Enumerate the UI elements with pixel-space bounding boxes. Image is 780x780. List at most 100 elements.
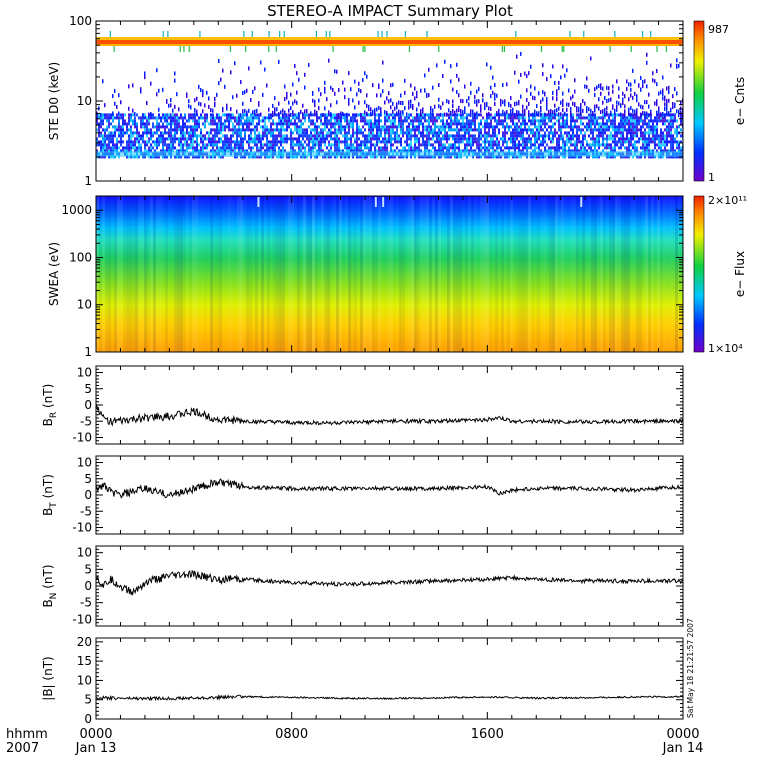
- ste-count-cell: [488, 125, 490, 129]
- ste-count-cell: [276, 125, 278, 129]
- ste-count-cell: [112, 131, 114, 135]
- ste-count-cell: [524, 71, 526, 76]
- ste-count-cell: [674, 87, 676, 92]
- swea-time-column: [309, 196, 312, 352]
- ste-count-cell: [530, 146, 532, 150]
- ste-count-cell: [650, 119, 652, 123]
- ste-count-cell: [168, 143, 170, 147]
- ste-count-cell: [226, 125, 228, 129]
- ste-count-cell: [512, 113, 514, 117]
- ste-count-cell: [518, 110, 520, 115]
- ste-count-cell: [630, 134, 632, 138]
- ste-count-cell: [214, 131, 216, 135]
- ste-count-cell: [648, 104, 650, 109]
- ste-count-cell: [132, 146, 134, 150]
- ste-count-cell: [620, 119, 622, 123]
- ste-count-cell: [292, 131, 294, 135]
- ste-count-cell: [582, 128, 584, 132]
- ste-count-cell: [484, 102, 486, 107]
- ste-count-cell: [122, 128, 124, 132]
- swea-time-column: [96, 196, 99, 352]
- ste-count-cell: [534, 116, 536, 120]
- ste-count-cell: [366, 140, 368, 144]
- ste-count-cell: [530, 119, 532, 123]
- ste-count-cell: [174, 113, 176, 117]
- ste-count-cell: [668, 90, 670, 95]
- ste-count-cell: [182, 146, 184, 150]
- ste-count-cell: [456, 89, 458, 94]
- ste-count-cell: [398, 125, 400, 129]
- ste-count-cell: [386, 143, 388, 147]
- ste-count-cell: [654, 79, 656, 84]
- ste-count-cell: [642, 84, 644, 89]
- ste-count-cell: [246, 140, 248, 144]
- ste-count-cell: [478, 87, 480, 92]
- ste-count-cell: [362, 134, 364, 138]
- ste-count-cell: [556, 131, 558, 135]
- ste-count-cell: [146, 131, 148, 135]
- ste-count-cell: [308, 149, 310, 153]
- ste-count-cell: [252, 89, 254, 94]
- ste-count-cell: [520, 51, 522, 56]
- ste-count-cell: [230, 137, 232, 141]
- ste-count-cell: [356, 125, 358, 129]
- ste-count-cell: [366, 93, 368, 98]
- ste-count-cell: [618, 122, 620, 126]
- ste-count-cell: [576, 113, 578, 117]
- ste-count-cell: [448, 108, 450, 113]
- ste-count-cell: [552, 131, 554, 135]
- swea-time-column: [390, 196, 393, 352]
- ste-count-cell: [558, 140, 560, 144]
- ste-count-cell: [652, 128, 654, 132]
- ste-count-cell: [444, 59, 446, 64]
- swea-time-column: [99, 196, 102, 352]
- ste-count-cell: [196, 134, 198, 138]
- ste-count-cell: [558, 125, 560, 129]
- ste-count-cell: [256, 146, 258, 150]
- ste-count-cell: [544, 149, 546, 153]
- ste-count-cell: [296, 116, 298, 120]
- ste-count-cell: [144, 146, 146, 150]
- ste-count-cell: [314, 128, 316, 132]
- ste-count-cell: [490, 113, 492, 117]
- ste-count-cell: [426, 119, 428, 123]
- ste-count-cell: [162, 122, 164, 126]
- ste-count-cell: [258, 113, 260, 117]
- swea-time-column: [651, 196, 654, 352]
- ste-count-cell: [438, 143, 440, 147]
- ste-count-cell: [506, 140, 508, 144]
- ste-count-cell: [608, 113, 610, 117]
- swea-time-column: [288, 196, 291, 352]
- ste-count-cell: [172, 140, 174, 144]
- ste-count-cell: [468, 134, 470, 138]
- ste-count-cell: [284, 110, 286, 115]
- ste-count-cell: [140, 137, 142, 141]
- ste-count-cell: [596, 128, 598, 132]
- ste-count-cell: [336, 119, 338, 123]
- ste-count-cell: [554, 103, 556, 108]
- ste-count-cell: [346, 131, 348, 135]
- ste-count-cell: [360, 140, 362, 144]
- ste-count-cell: [140, 89, 142, 94]
- ste-count-cell: [646, 140, 648, 144]
- ste-count-cell: [96, 122, 98, 126]
- ste-count-cell: [568, 137, 570, 141]
- ste-count-cell: [424, 113, 426, 117]
- ste-count-cell: [628, 119, 630, 123]
- swea-time-column: [201, 196, 204, 352]
- ste-count-cell: [300, 143, 302, 147]
- ste-count-cell: [456, 119, 458, 123]
- ste-count-cell: [178, 122, 180, 126]
- ste-count-cell: [458, 122, 460, 126]
- ste-count-cell: [548, 149, 550, 153]
- ste-count-cell: [364, 140, 366, 144]
- ste-count-cell: [202, 109, 204, 114]
- ste-count-cell: [158, 140, 160, 144]
- ste-count-cell: [598, 131, 600, 135]
- ste-count-cell: [498, 119, 500, 123]
- ste-count-cell: [462, 99, 464, 104]
- ste-count-cell: [562, 137, 564, 141]
- ste-count-cell: [436, 140, 438, 144]
- ste-count-cell: [414, 137, 416, 141]
- ste-count-cell: [652, 122, 654, 126]
